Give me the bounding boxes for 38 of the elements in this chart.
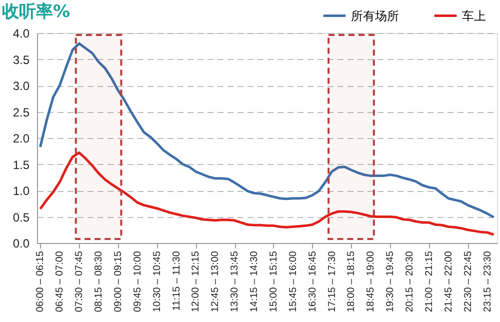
y-tick-label: 0.0 [12,236,30,250]
x-tick-label: 06:00 – 06:15 [35,250,46,312]
x-tick-label: 18:00 – 18:15 [346,250,358,312]
y-tick-label: 0.5 [12,210,30,224]
y-tick-label: 4.0 [12,26,30,40]
x-tick-label: 12:45 – 13:00 [210,250,222,312]
x-tick-label: 21:45 – 22:00 [443,250,454,312]
x-tick-label: 10:30 – 10:45 [152,250,163,312]
x-tick-label: 14:15 – 14:30 [249,250,260,312]
x-tick-label: 09:00 – 09:15 [112,250,124,312]
y-tick-label: 1.5 [12,158,30,172]
x-tick-label: 08:15 – 08:30 [94,250,105,312]
y-tick-label: 2.0 [12,132,30,146]
x-tick-label: 15:00 – 15:15 [268,250,280,312]
x-tick-label: 13:30 – 13:45 [230,250,241,312]
x-tick-label: 23:15 – 23:30 [482,250,494,312]
x-tick-label: 07:30 – 07:45 [74,250,86,312]
x-tick-label: 17:15 – 17:30 [326,250,338,312]
y-tick-label: 2.5 [12,105,30,120]
y-tick-label: 1.0 [12,184,30,198]
line-series [38,151,496,236]
x-tick-label: 22:30 – 22:45 [462,250,474,312]
x-tick-label: 21:00 – 21:15 [424,250,435,312]
legend-label: 所有场所 [351,8,399,23]
y-tick-label: 3.5 [12,52,30,67]
x-tick-label: 09:45 – 10:00 [132,250,144,312]
x-tick-label: 11:15 – 11:30 [171,250,182,311]
legend-label: 车上 [462,8,486,23]
x-tick-label: 06:45 – 07:00 [54,250,66,312]
x-tick-label: 16:30 – 16:45 [307,250,318,312]
chart-title: 收听率% [2,2,70,22]
x-tick-label: 18:45 – 19:00 [366,250,377,312]
x-tick-label: 19:30 – 19:45 [385,250,396,312]
x-tick-label: 15:45 – 16:00 [288,250,299,312]
y-tick-label: 3.0 [12,79,30,93]
line-series [38,42,496,219]
x-tick-label: 12:00 – 12:15 [190,250,202,312]
x-tick-label: 20:15 – 20:30 [404,250,416,312]
